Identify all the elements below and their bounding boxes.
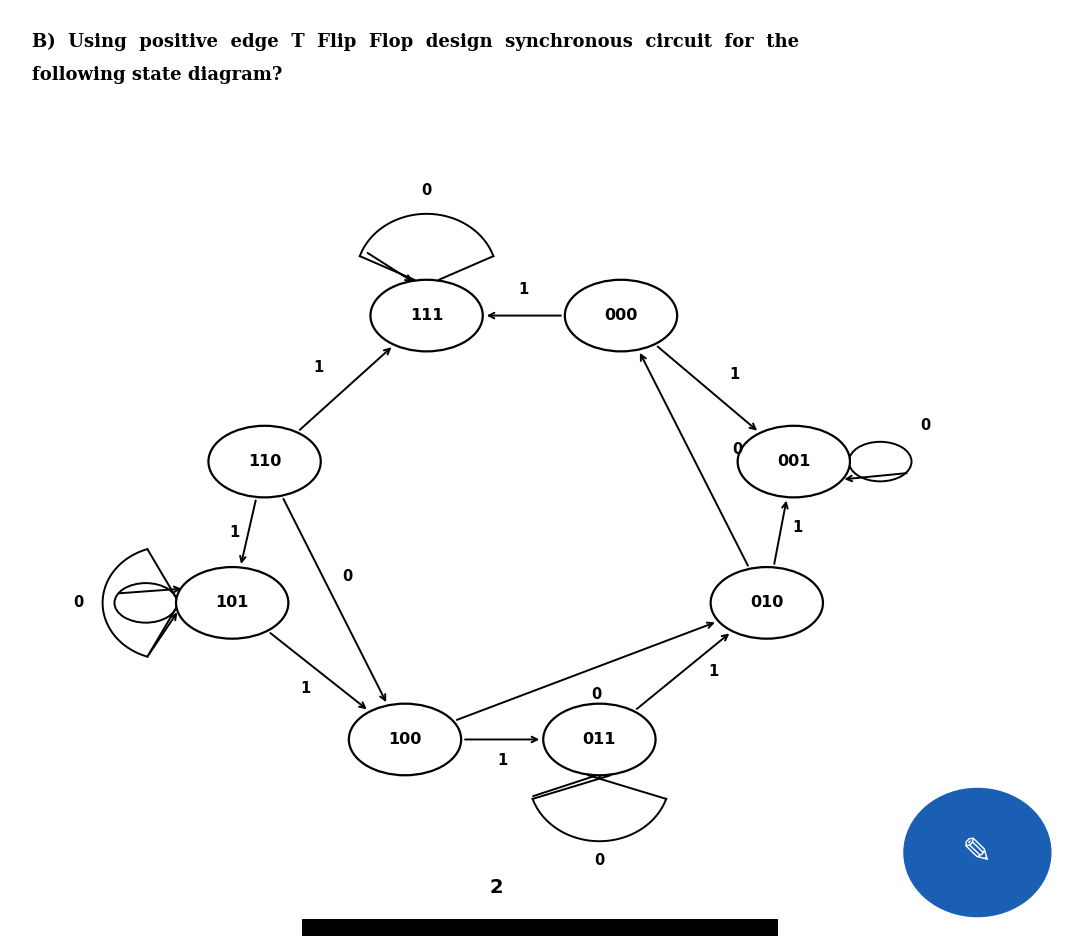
Text: 010: 010 [751, 595, 783, 610]
Text: 1: 1 [729, 367, 740, 382]
Text: 100: 100 [389, 732, 421, 747]
Ellipse shape [565, 280, 677, 351]
Text: 0: 0 [732, 443, 742, 457]
Text: 1: 1 [300, 681, 311, 695]
Text: 1: 1 [518, 282, 529, 297]
Ellipse shape [349, 704, 461, 775]
Text: ✎: ✎ [962, 836, 993, 869]
Text: following state diagram?: following state diagram? [32, 66, 283, 84]
Text: 0: 0 [73, 595, 84, 610]
Circle shape [904, 788, 1051, 917]
Text: B)  Using  positive  edge  T  Flip  Flop  design  synchronous  circuit  for  the: B) Using positive edge T Flip Flop desig… [32, 33, 799, 51]
Ellipse shape [738, 426, 850, 497]
Text: 001: 001 [778, 454, 810, 469]
Text: 1: 1 [708, 664, 718, 678]
Text: 0: 0 [342, 570, 353, 584]
Text: 110: 110 [248, 454, 281, 469]
Text: 0: 0 [592, 688, 602, 702]
Text: 1: 1 [497, 753, 508, 768]
Text: 1: 1 [313, 361, 324, 375]
Ellipse shape [543, 704, 656, 775]
Text: 0: 0 [920, 418, 931, 433]
Text: 101: 101 [216, 595, 248, 610]
FancyBboxPatch shape [302, 919, 778, 936]
Ellipse shape [208, 426, 321, 497]
Text: 1: 1 [229, 525, 240, 540]
Text: 2: 2 [490, 878, 503, 897]
Ellipse shape [176, 567, 288, 639]
Text: 0: 0 [594, 853, 605, 868]
Ellipse shape [711, 567, 823, 639]
Text: 111: 111 [410, 308, 443, 323]
Text: 0: 0 [421, 183, 432, 198]
Ellipse shape [370, 280, 483, 351]
Text: 1: 1 [792, 520, 802, 535]
Text: 011: 011 [583, 732, 616, 747]
Text: 000: 000 [605, 308, 637, 323]
